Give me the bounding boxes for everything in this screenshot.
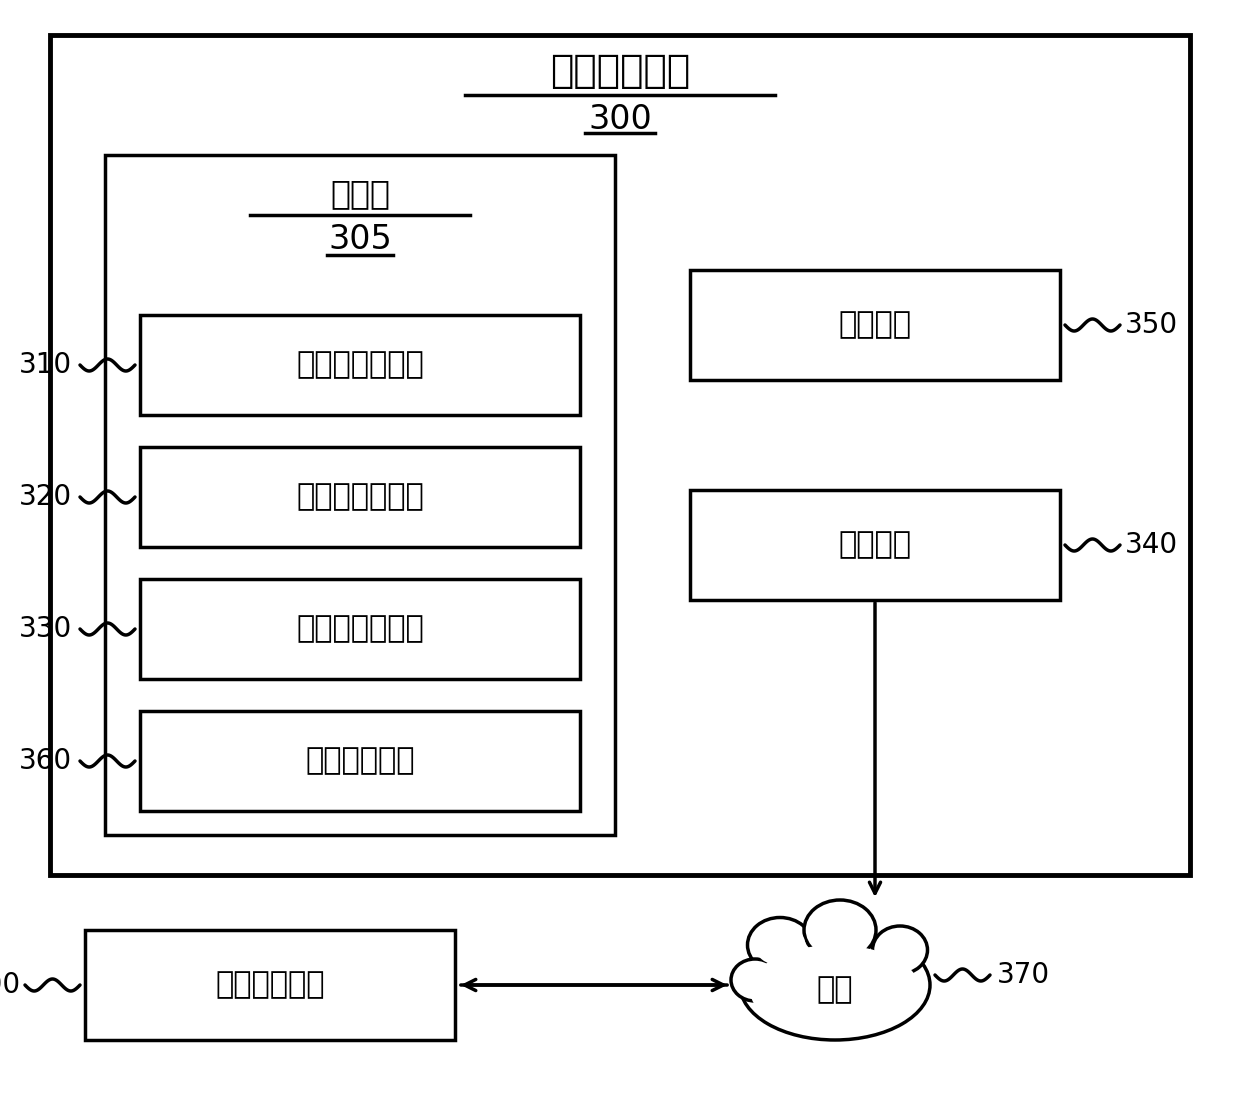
Text: 310: 310 (19, 352, 72, 379)
Bar (140, 579, 580, 679)
Ellipse shape (873, 926, 928, 974)
Text: 网络: 网络 (817, 976, 853, 1005)
Text: 监督关联学习器: 监督关联学习器 (296, 614, 424, 643)
Bar (140, 711, 580, 811)
Text: 330: 330 (19, 615, 72, 643)
Bar (140, 447, 580, 547)
Bar (689, 490, 1060, 600)
Text: 305: 305 (329, 223, 392, 256)
Text: 医疗成像装置: 医疗成像装置 (216, 970, 325, 999)
Bar (105, 155, 615, 835)
Text: 340: 340 (1125, 531, 1178, 559)
Ellipse shape (732, 959, 779, 1001)
Bar (140, 315, 580, 415)
Ellipse shape (754, 925, 806, 966)
Text: 第二自动编码器: 第二自动编码器 (296, 482, 424, 511)
Text: 存储单元: 存储单元 (838, 311, 911, 339)
Text: 350: 350 (1125, 311, 1178, 339)
Ellipse shape (750, 945, 920, 1035)
Bar (689, 269, 1060, 380)
Ellipse shape (804, 901, 875, 960)
Text: 处理器: 处理器 (330, 177, 391, 210)
Ellipse shape (740, 930, 930, 1040)
Ellipse shape (879, 933, 920, 967)
Ellipse shape (811, 907, 869, 953)
Text: 320: 320 (19, 484, 72, 511)
Text: 图像生成单元: 图像生成单元 (305, 746, 414, 775)
Bar (50, 35, 1190, 875)
Text: 通信单元: 通信单元 (838, 530, 911, 560)
Ellipse shape (738, 966, 773, 994)
Text: 第一自动编码器: 第一自动编码器 (296, 350, 424, 379)
Ellipse shape (748, 917, 812, 973)
Bar (86, 930, 455, 1040)
Text: 360: 360 (19, 747, 72, 775)
Text: 图像处理装置: 图像处理装置 (549, 52, 691, 90)
Text: 300: 300 (588, 103, 652, 136)
Text: 100: 100 (0, 971, 20, 999)
Text: 370: 370 (997, 962, 1050, 989)
